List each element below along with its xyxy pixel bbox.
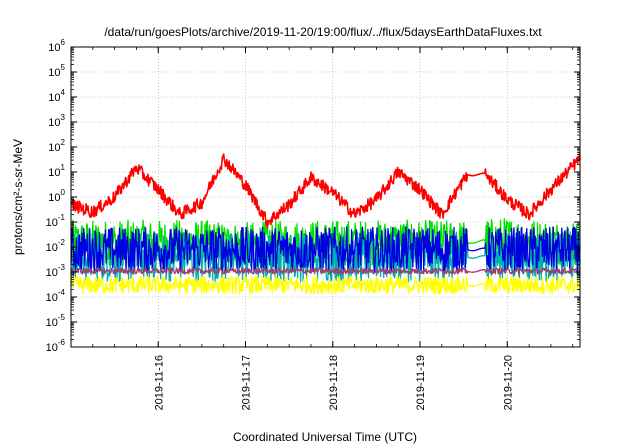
x-tick-label: 2019-11-18 bbox=[328, 355, 340, 410]
y-tick-label: 10-5 bbox=[46, 313, 66, 329]
y-tick-label: 101 bbox=[48, 163, 65, 179]
x-axis-ticks: 2019-11-16 2019-11-17 2019-11-18 2019-11-19… bbox=[70, 47, 574, 410]
series-line-6 bbox=[70, 152, 581, 229]
y-tick-label: 104 bbox=[48, 88, 65, 104]
y-tick-label: 10-3 bbox=[46, 263, 66, 279]
x-tick-label: 2019-11-16 bbox=[153, 355, 165, 410]
series-line-3 bbox=[70, 226, 581, 273]
x-tick-label: 2019-11-20 bbox=[502, 355, 514, 410]
x-tick-label: 2019-11-17 bbox=[241, 355, 253, 410]
y-tick-label: 102 bbox=[48, 138, 65, 154]
series-line-5 bbox=[70, 267, 581, 275]
y-axis-label: protons/cm²-s-sr-MeV bbox=[11, 139, 25, 255]
x-tick-label: 2019-11-19 bbox=[415, 355, 427, 410]
y-tick-label: 103 bbox=[48, 113, 65, 129]
series-line-4 bbox=[70, 275, 581, 295]
y-tick-label: 106 bbox=[48, 38, 65, 54]
y-axis-ticks: 10-6 10-5 10-4 10-3 10-2 10-1 100 101 102 103 104 1… bbox=[46, 38, 580, 354]
y-tick-label: 105 bbox=[48, 63, 65, 79]
data-series bbox=[70, 152, 581, 295]
y-tick-label: 10-4 bbox=[46, 288, 66, 304]
y-tick-label: 10-6 bbox=[46, 338, 66, 354]
y-tick-label: 10-1 bbox=[46, 213, 66, 229]
y-tick-label: 10-2 bbox=[46, 238, 66, 254]
chart-title: /data/run/goesPlots/archive/2019-11-20/1… bbox=[104, 25, 542, 39]
y-tick-label: 100 bbox=[48, 188, 65, 204]
x-axis-label: Coordinated Universal Time (UTC) bbox=[233, 430, 417, 444]
